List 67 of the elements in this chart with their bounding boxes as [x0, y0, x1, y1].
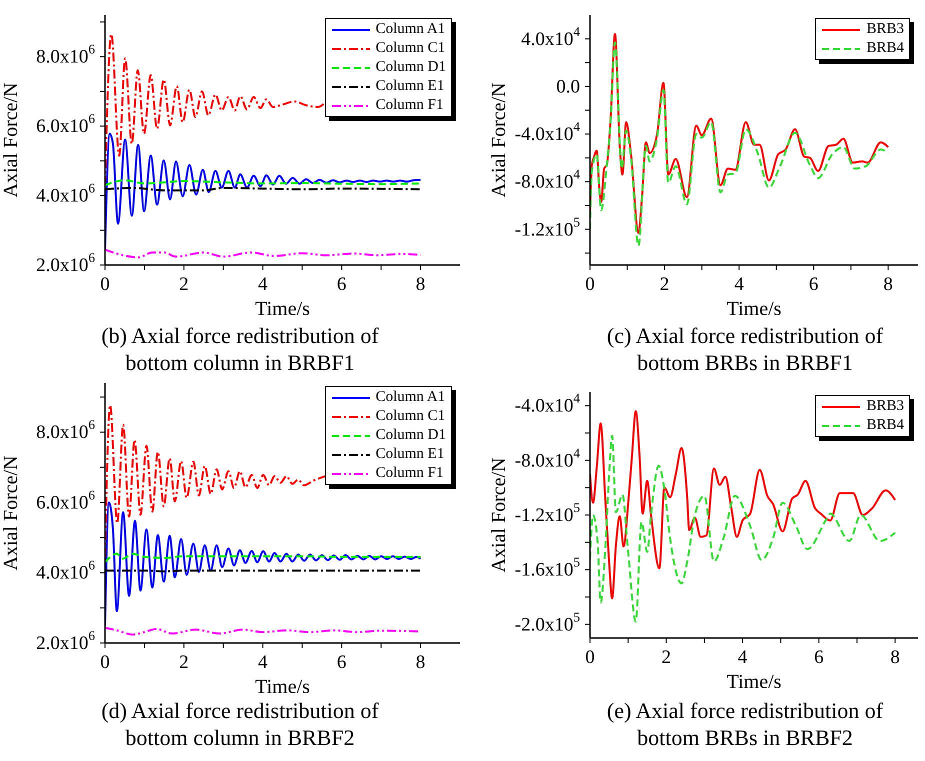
- x-tick-label: 4: [258, 652, 268, 672]
- y-tick-label: 2.0x10$^{6}$: [36, 628, 96, 654]
- y-tick-label: 4.0x10$^{6}$: [36, 558, 96, 584]
- line-series: [105, 248, 422, 258]
- y-axis-title: Axial Force/N: [488, 82, 510, 198]
- x-tick-label: 0: [585, 646, 595, 668]
- y-axis-title: Axial Force/N: [0, 456, 22, 570]
- x-axis-title: Time/s: [255, 676, 310, 698]
- x-tick-label: 6: [336, 274, 346, 294]
- legend-label: BRB3: [866, 397, 904, 416]
- x-tick-label: 4: [734, 274, 744, 294]
- line-series: [105, 552, 422, 564]
- x-tick-label: 4: [738, 646, 748, 668]
- y-tick-label: 0.0: [556, 76, 580, 97]
- x-tick-label: 6: [814, 646, 824, 668]
- legend-label: Column E1: [376, 77, 444, 96]
- y-tick-label: -8.0x10$^{4}$: [514, 166, 580, 192]
- text: (e) Axial force redistribution of bottom BRBs in BRBF2: [606, 697, 884, 751]
- x-tick-label: 4: [258, 274, 268, 294]
- legend-label: Column E1: [376, 445, 444, 464]
- x-tick-label: 6: [808, 274, 818, 294]
- y-axis-title: Axial Force/N: [488, 458, 510, 572]
- x-tick-label: 2: [179, 274, 189, 294]
- y-tick-label: -1.6x10$^{5}$: [514, 554, 580, 580]
- legend-label: BRB3: [866, 20, 904, 39]
- text: (c) Axial force redistribution of bottom BRBs in BRBF1: [606, 322, 884, 376]
- y-tick-label: -4.0x10$^{4}$: [514, 390, 580, 416]
- legend-label: Column F1: [376, 464, 444, 483]
- legend-label: Column C1: [376, 39, 446, 58]
- y-tick-label: -2.0x10$^{5}$: [514, 609, 580, 635]
- y-tick-label: 6.0x10$^{6}$: [36, 487, 96, 513]
- legend-label: Column D1: [376, 58, 446, 77]
- x-tick-label: 0: [585, 274, 595, 294]
- y-tick-label: 4.0x10$^{6}$: [36, 180, 96, 206]
- y-tick-label: -4.0x10$^{4}$: [514, 119, 580, 145]
- x-tick-label: 2: [179, 652, 189, 672]
- legend-label: Column F1: [376, 96, 444, 115]
- y-tick-label: 6.0x10$^{6}$: [36, 111, 96, 137]
- y-tick-label: 4.0x10$^{4}$: [521, 24, 580, 50]
- legend-label: Column A1: [376, 20, 446, 39]
- x-tick-label: 0: [100, 652, 110, 672]
- text: (d) Axial force redistribution of bottom column in BRBF2: [100, 697, 380, 751]
- x-tick-label: 8: [883, 274, 893, 294]
- y-tick-label: 8.0x10$^{6}$: [36, 42, 96, 68]
- x-tick-label: 2: [660, 274, 670, 294]
- legend-label: Column D1: [376, 426, 446, 445]
- x-tick-label: 2: [662, 646, 672, 668]
- x-tick-label: 8: [416, 274, 426, 294]
- y-tick-label: -8.0x10$^{4}$: [514, 445, 580, 471]
- legend-label: Column C1: [376, 407, 446, 426]
- legend-label: BRB4: [866, 39, 904, 58]
- x-tick-label: 6: [336, 652, 346, 672]
- x-tick-label: 8: [890, 646, 900, 668]
- line-series: [590, 434, 896, 623]
- x-axis-title: Time/s: [726, 671, 782, 693]
- legend-label: BRB4: [866, 416, 904, 435]
- x-axis-title: Time/s: [255, 298, 310, 320]
- y-tick-label: 2.0x10$^{6}$: [36, 250, 96, 276]
- y-tick-label: -1.2x10$^{5}$: [514, 500, 580, 526]
- legend-label: Column A1: [376, 388, 446, 407]
- x-tick-label: 0: [100, 274, 110, 294]
- y-tick-label: 8.0x10$^{6}$: [36, 417, 96, 443]
- x-tick-label: 8: [416, 652, 426, 672]
- y-axis-title: Axial Force/N: [0, 82, 22, 198]
- text: (b) Axial force redistribution of bottom column in BRBF1: [100, 322, 380, 376]
- y-tick-label: -1.2x10$^{5}$: [514, 214, 580, 240]
- x-axis-title: Time/s: [726, 298, 782, 320]
